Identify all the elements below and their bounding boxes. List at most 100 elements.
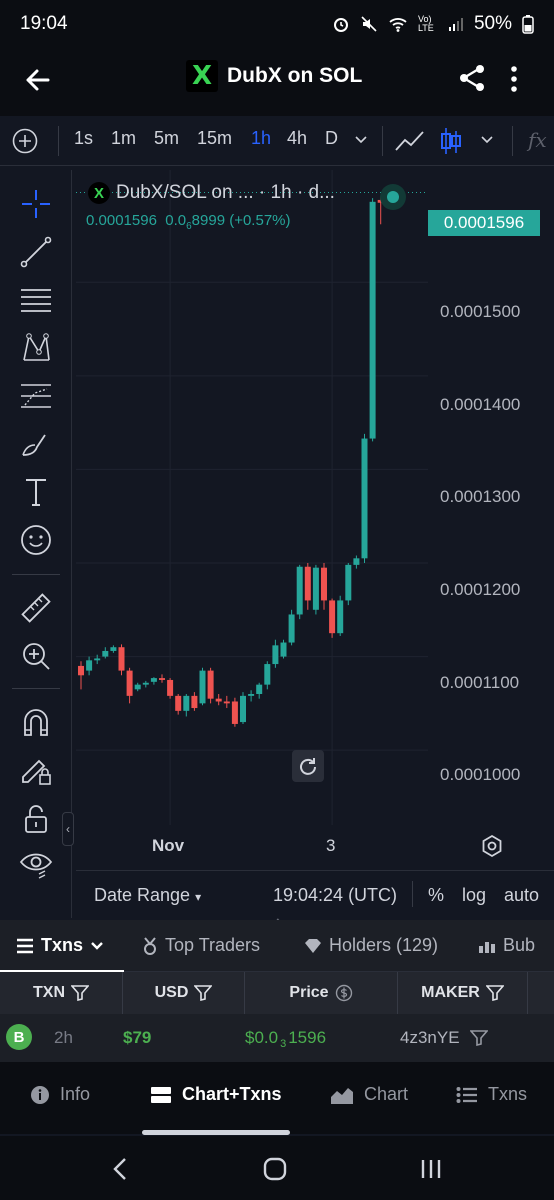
nav-chart[interactable]: Chart [330,1084,408,1105]
candle [134,682,141,692]
candle-body [134,684,141,690]
market-status-icon[interactable] [380,184,406,210]
candle [321,563,327,610]
nav-txns[interactable]: Txns [456,1084,527,1105]
unlock-tool[interactable] [18,800,54,836]
area-chart-icon [331,1087,353,1104]
candle [248,690,255,702]
interval-4h[interactable]: 4h [287,128,308,148]
token-title: X DubX on SOL [186,60,362,92]
percent-toggle[interactable]: % [428,885,445,905]
candle [361,433,368,563]
reset-chart-button[interactable] [292,750,324,782]
filter-maker-icon[interactable] [470,1030,488,1046]
table-row[interactable]: B 2h $79 $0.0 3 1596 4z3nYE [0,1014,554,1062]
emoji-tool[interactable] [18,522,54,558]
candle [345,563,352,606]
column-maker[interactable]: MAKER [398,972,528,1014]
magnet-tool[interactable] [18,704,54,740]
collapse-toolbar-button[interactable]: ‹ [62,812,74,846]
candle [264,661,271,690]
tab-holders[interactable]: Holders (129) [304,935,438,956]
system-recents-icon[interactable] [416,1154,446,1184]
candle [102,647,109,659]
nav-chart-txns[interactable]: Chart+Txns [150,1084,282,1105]
list-icon [17,938,33,953]
trend-line-tool[interactable] [18,234,54,270]
auto-toggle[interactable]: auto [504,885,540,905]
ohlc-change-suffix: 8999 (+0.57%) [191,212,291,229]
system-home-icon[interactable] [260,1154,290,1184]
last-price-label: 0.0001596 [428,210,540,236]
visibility-tool[interactable] [18,846,54,882]
pattern-tool[interactable] [18,330,54,366]
system-back-icon[interactable] [106,1154,136,1184]
more-vert-icon[interactable] [500,62,528,96]
column-usd[interactable]: USD [123,972,245,1014]
chart-legend[interactable]: X DubX/SOL on ... · 1h · d... [88,182,335,204]
y-tick-label: 0.0001100 [440,673,520,692]
chart-settings-icon[interactable] [480,834,504,858]
trend-line-icon [20,236,52,268]
chevron-left-icon: ‹ [66,822,70,836]
lock-drawing-tool[interactable] [18,752,54,788]
column-price[interactable]: Price [245,972,398,1014]
candle-body [110,647,117,651]
medal-icon [144,936,156,955]
split-view-icon [151,1086,171,1103]
txn-table-header: TXN USD Price MAKER [0,972,554,1014]
interval-1d[interactable]: D [325,128,338,148]
crosshair-tool[interactable] [18,186,54,222]
status-time: 19:04 [20,13,68,34]
zoom-tool[interactable] [18,638,54,674]
tab-bubblemaps[interactable]: Bub [478,935,535,956]
candle [150,677,157,685]
interval-1h[interactable]: 1h [251,128,272,148]
nav-chart-txns-label: Chart+Txns [182,1084,282,1104]
column-txn[interactable]: TXN [0,972,123,1014]
interval-dropdown-chevron-icon[interactable] [354,134,368,146]
legend-token-logo-mark: X [93,184,104,202]
candles [78,190,400,727]
add-symbol-icon[interactable] [12,128,38,154]
nav-info[interactable]: Info [30,1084,90,1105]
network-label: Vo) LTE [417,14,434,33]
utc-clock[interactable]: 19:04:24 (UTC) [273,885,398,905]
candle-body [280,642,287,657]
brush-tool[interactable] [18,426,54,462]
interval-1s[interactable]: 1s [74,128,94,148]
candle-body [264,664,271,685]
fib-tool[interactable] [18,282,54,318]
chart-type-chevron-icon[interactable] [480,134,494,146]
indicators-line-icon[interactable] [394,128,426,154]
candle [223,695,230,709]
candle-body [369,201,376,439]
back-arrow-icon[interactable] [20,62,56,98]
log-toggle[interactable]: log [462,885,487,905]
price-chart[interactable]: X DubX/SOL on ... · 1h · d... 0.0001596 … [76,170,554,918]
prediction-tool[interactable] [18,378,54,414]
chart-toolbar: 1s 1m 5m 15m 1h 4h D fx [0,116,554,166]
tab-txns[interactable]: Txns [16,935,104,956]
interval-1m[interactable]: 1m [111,128,137,148]
nav-txns-label: Txns [488,1084,528,1104]
candle-body [159,678,165,680]
date-range-button[interactable]: Date Range ▾ [94,885,201,906]
legend-symbol: DubX/SOL on ... · 1h · d... [116,182,335,203]
txn-maker[interactable]: 4z3nYE [400,1028,460,1047]
ohlc-change-prefix: 0.0 [165,212,187,229]
interval-15m[interactable]: 15m [197,128,233,148]
candle [215,694,222,706]
measure-tool[interactable] [18,590,54,626]
fx-indicators-icon[interactable]: fx [528,128,547,152]
candle-body [142,682,149,685]
candle [207,667,214,704]
text-tool[interactable] [18,474,54,510]
tab-top-traders[interactable]: Top Traders [142,935,260,956]
share-icon[interactable] [456,62,488,94]
candle-type-icon[interactable] [440,125,462,157]
toolbar-divider [512,126,513,156]
nav-chart-label: Chart [364,1084,409,1104]
interval-5m[interactable]: 5m [154,128,180,148]
txn-price-sub: 3 [280,1038,287,1051]
